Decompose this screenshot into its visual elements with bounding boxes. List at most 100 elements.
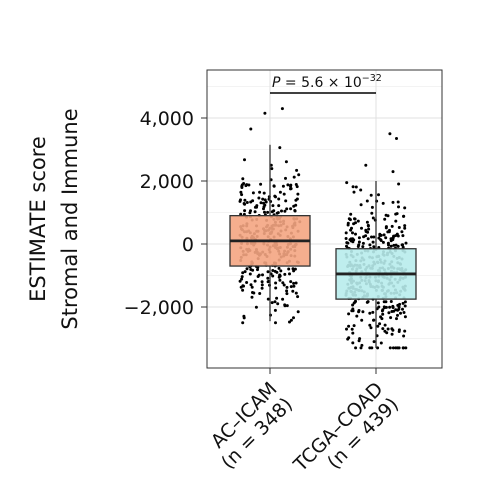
data-point — [403, 226, 407, 230]
data-point — [391, 200, 395, 204]
data-point — [366, 230, 370, 234]
data-point — [279, 269, 283, 273]
data-point — [404, 346, 408, 350]
data-point — [389, 244, 393, 248]
data-point — [354, 346, 358, 350]
data-point — [381, 240, 385, 244]
data-point — [266, 297, 270, 301]
data-point — [292, 284, 296, 288]
data-point — [289, 187, 293, 191]
data-point — [397, 182, 401, 186]
data-point — [390, 224, 394, 228]
data-point — [289, 285, 293, 289]
data-point — [364, 234, 368, 238]
data-point — [351, 185, 355, 189]
data-point — [241, 321, 245, 325]
data-point — [381, 312, 385, 316]
x-tick-label-0: AC–ICAM(n = 348) — [202, 378, 298, 474]
data-point — [241, 177, 245, 181]
data-point — [248, 272, 252, 276]
data-point — [361, 245, 365, 249]
data-point — [296, 310, 300, 314]
data-point — [370, 346, 374, 350]
data-point — [349, 228, 353, 232]
data-point — [347, 336, 351, 340]
data-point — [387, 243, 390, 247]
data-point — [360, 318, 364, 322]
data-point — [275, 296, 279, 300]
data-point — [380, 317, 384, 321]
data-point — [388, 346, 392, 350]
data-point — [370, 235, 373, 239]
data-point — [263, 210, 266, 214]
data-point — [403, 304, 407, 308]
data-point — [264, 200, 268, 204]
data-point — [359, 188, 363, 192]
data-point — [287, 267, 291, 271]
data-point — [402, 311, 406, 314]
data-point — [283, 304, 287, 308]
data-point — [273, 194, 277, 198]
data-point — [254, 305, 258, 309]
data-point — [245, 281, 249, 284]
data-point — [378, 322, 382, 326]
data-point — [366, 237, 370, 241]
data-point — [392, 243, 396, 247]
y-tick-label: 2,000 — [140, 171, 194, 193]
data-point — [278, 273, 282, 277]
data-point — [360, 343, 364, 347]
data-point — [259, 201, 263, 205]
data-point — [258, 190, 262, 194]
y-tick-label: 0 — [182, 234, 194, 256]
data-point — [376, 346, 380, 350]
data-point — [285, 289, 289, 293]
data-point — [281, 297, 285, 301]
data-point — [283, 272, 287, 276]
data-point — [364, 163, 368, 167]
data-point — [271, 204, 275, 208]
data-point — [240, 184, 244, 188]
data-point — [285, 207, 289, 211]
data-point — [243, 158, 246, 162]
data-point — [370, 211, 374, 215]
data-point — [355, 314, 359, 318]
data-point — [249, 127, 253, 131]
data-point — [377, 193, 380, 197]
data-point — [270, 210, 274, 214]
data-point — [397, 328, 401, 332]
data-point — [274, 321, 277, 325]
data-point — [357, 240, 361, 244]
data-point — [276, 302, 280, 306]
data-point — [397, 226, 401, 229]
data-point — [379, 238, 383, 242]
data-point — [368, 243, 372, 247]
data-point — [404, 241, 408, 245]
data-point — [395, 317, 398, 321]
data-point — [365, 199, 369, 203]
data-point — [396, 200, 400, 204]
data-point — [389, 316, 393, 320]
data-point — [251, 191, 255, 195]
data-point — [262, 191, 266, 195]
data-point — [352, 324, 356, 328]
data-point — [251, 268, 255, 272]
data-point — [293, 267, 297, 271]
data-point — [346, 221, 350, 225]
data-point — [351, 341, 355, 345]
data-point — [380, 309, 384, 313]
data-point — [294, 203, 298, 207]
y-tick-label: −2,000 — [124, 297, 194, 319]
data-point — [345, 327, 348, 331]
data-point — [365, 220, 369, 224]
data-point — [240, 275, 244, 279]
data-point — [291, 289, 295, 293]
data-point — [266, 276, 270, 280]
data-point — [273, 308, 277, 312]
data-point — [397, 205, 400, 209]
p-value-exponent: −32 — [362, 73, 382, 84]
data-point — [400, 243, 404, 247]
data-point — [351, 331, 355, 335]
significance-annotation: P = 5.6 × 10−32 — [270, 73, 382, 94]
data-point — [361, 310, 365, 314]
data-point — [272, 184, 276, 188]
